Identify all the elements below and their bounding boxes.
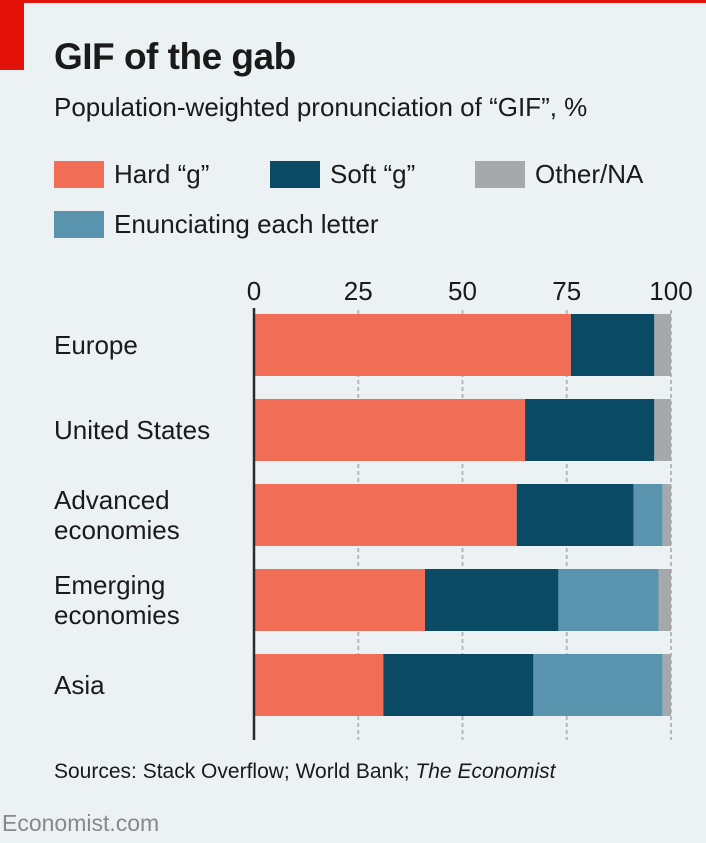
bar-segment-other-na bbox=[662, 654, 671, 716]
bar-segment-other-na bbox=[654, 314, 671, 376]
bar-segment-other-na bbox=[654, 399, 671, 461]
legend-swatch-soft-g bbox=[270, 161, 320, 188]
bar-segment-soft-g bbox=[383, 654, 534, 716]
bar-segment-soft-g bbox=[516, 484, 634, 546]
legend-other-na: Other/NA bbox=[475, 159, 643, 190]
category-label: Advanced economies bbox=[54, 485, 180, 545]
bar-segment-hard-g bbox=[254, 314, 571, 376]
legend-enunciating: Enunciating each letter bbox=[54, 209, 379, 240]
x-tick-label: 75 bbox=[552, 276, 581, 306]
legend-swatch-enunciating bbox=[54, 211, 104, 238]
bar-segment-enunciating bbox=[533, 654, 663, 716]
chart-subtitle: Population-weighted pronunciation of “GI… bbox=[54, 92, 588, 122]
x-tick-label: 25 bbox=[344, 276, 373, 306]
legend-soft-g: Soft “g” bbox=[270, 159, 415, 190]
bar-segment-soft-g bbox=[525, 399, 655, 461]
bar-segment-hard-g bbox=[254, 399, 526, 461]
bar-segment-soft-g bbox=[570, 314, 655, 376]
category-label: Asia bbox=[54, 670, 105, 700]
legend-label-soft-g: Soft “g” bbox=[330, 159, 416, 189]
bar-segment-hard-g bbox=[254, 654, 384, 716]
legend-label-enunciating: Enunciating each letter bbox=[114, 209, 379, 239]
bar-segment-soft-g bbox=[424, 569, 559, 631]
x-tick-label: 50 bbox=[448, 276, 477, 306]
red-tag-marker bbox=[0, 0, 24, 70]
bar-segment-hard-g bbox=[254, 484, 517, 546]
brand-logo-text: Economist.com bbox=[2, 810, 160, 836]
legend-hard-g: Hard “g” bbox=[54, 159, 209, 190]
bar-segment-other-na bbox=[658, 569, 671, 631]
bar-segment-hard-g bbox=[254, 569, 425, 631]
legend-label-other-na: Other/NA bbox=[535, 159, 644, 189]
x-tick-label: 100 bbox=[649, 276, 692, 306]
source-italic: The Economist bbox=[415, 760, 556, 783]
legend-swatch-hard-g bbox=[54, 161, 104, 188]
stacked-bar-chart: 0 25 50 75 100 Europe United States Advanced eco… bbox=[54, 276, 693, 740]
legend-swatch-other-na bbox=[475, 161, 525, 188]
bar-segment-other-na bbox=[662, 484, 671, 546]
bar-segment-enunciating bbox=[633, 484, 663, 546]
source-note: Sources: Stack Overflow; World Bank; The… bbox=[54, 760, 555, 784]
bar-segment-enunciating bbox=[558, 569, 659, 631]
category-label: Emerging economies bbox=[54, 570, 180, 630]
x-tick-label: 0 bbox=[247, 276, 261, 306]
top-accent-rule bbox=[0, 0, 706, 3]
chart-title: GIF of the gab bbox=[54, 36, 296, 77]
source-prefix: Sources: Stack Overflow; World Bank; bbox=[54, 760, 416, 783]
legend-label-hard-g: Hard “g” bbox=[114, 159, 210, 189]
category-label: United States bbox=[54, 415, 210, 445]
category-label: Europe bbox=[54, 330, 138, 360]
